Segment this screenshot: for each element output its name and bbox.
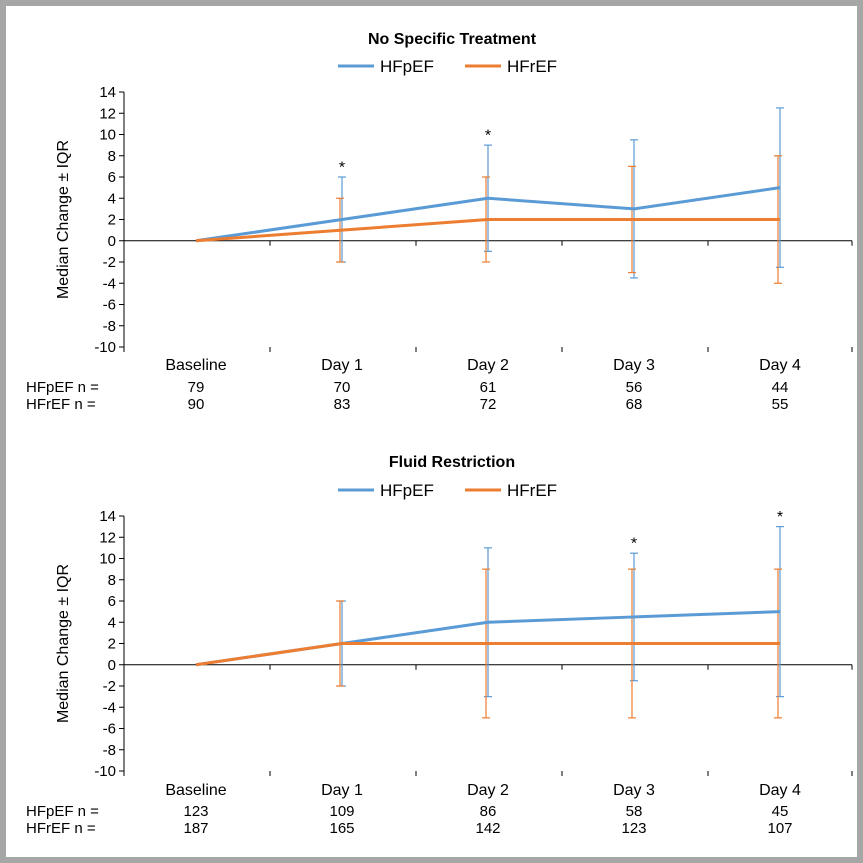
n-value: 68 xyxy=(626,396,643,413)
n-value: 123 xyxy=(621,820,646,837)
y-tick-label: -8 xyxy=(103,742,116,759)
n-value: 61 xyxy=(480,379,497,396)
n-value: 79 xyxy=(188,379,205,396)
y-tick-label: 4 xyxy=(108,190,116,207)
n-value: 107 xyxy=(767,820,792,837)
y-axis-label: Median Change ± IQR xyxy=(55,564,72,723)
y-tick-label: -4 xyxy=(103,275,116,292)
y-tick-label: -8 xyxy=(103,318,116,335)
category-label: Day 4 xyxy=(759,357,801,374)
y-tick-label: 10 xyxy=(99,551,116,568)
y-tick-label: 0 xyxy=(108,233,116,250)
legend-label-hfref: HFrEF xyxy=(507,57,557,76)
significance-marker: * xyxy=(631,536,637,553)
n-row-label: HFrEF n = xyxy=(26,820,96,837)
n-value: 187 xyxy=(183,820,208,837)
n-row-label: HFpEF n = xyxy=(26,803,99,820)
y-tick-label: 14 xyxy=(99,508,116,525)
y-tick-label: 10 xyxy=(99,127,116,144)
n-value: 86 xyxy=(480,803,497,820)
n-value: 142 xyxy=(475,820,500,837)
chart-title: No Specific Treatment xyxy=(368,31,537,48)
n-value: 70 xyxy=(334,379,351,396)
y-tick-label: 12 xyxy=(99,529,116,546)
n-value: 56 xyxy=(626,379,643,396)
y-tick-label: -2 xyxy=(103,678,116,695)
n-value: 83 xyxy=(334,396,351,413)
series-line-hfref xyxy=(195,642,780,667)
y-tick-label: 4 xyxy=(108,614,116,631)
y-tick-label: -6 xyxy=(103,721,116,738)
n-value: 109 xyxy=(329,803,354,820)
category-label: Day 3 xyxy=(613,357,655,374)
n-value: 55 xyxy=(772,396,789,413)
y-tick-label: 14 xyxy=(99,84,116,101)
category-label: Day 2 xyxy=(467,357,509,374)
series-line-hfref xyxy=(195,218,780,243)
category-label: Baseline xyxy=(165,782,226,799)
significance-marker: * xyxy=(777,509,783,526)
n-value: 45 xyxy=(772,803,789,820)
legend-label-hfpef: HFpEF xyxy=(380,481,434,500)
y-tick-label: 0 xyxy=(108,657,116,674)
y-tick-label: 6 xyxy=(108,593,116,610)
y-tick-label: -4 xyxy=(103,699,116,716)
category-label: Day 4 xyxy=(759,782,801,799)
chart-title: Fluid Restriction xyxy=(389,454,515,471)
y-tick-label: 2 xyxy=(108,212,116,229)
legend-label-hfpef: HFpEF xyxy=(380,57,434,76)
n-value: 72 xyxy=(480,396,497,413)
n-value: 58 xyxy=(626,803,643,820)
category-label: Day 1 xyxy=(321,782,363,799)
category-label: Day 1 xyxy=(321,357,363,374)
significance-marker: * xyxy=(485,128,491,145)
n-value: 44 xyxy=(772,379,789,396)
significance-marker: * xyxy=(339,159,345,176)
y-tick-label: 8 xyxy=(108,572,116,589)
y-tick-label: 6 xyxy=(108,169,116,186)
y-tick-label: 2 xyxy=(108,636,116,653)
y-tick-label: -6 xyxy=(103,297,116,314)
n-row-label: HFpEF n = xyxy=(26,379,99,396)
y-tick-label: -10 xyxy=(94,763,116,780)
n-value: 165 xyxy=(329,820,354,837)
n-value: 90 xyxy=(188,396,205,413)
y-axis-label: Median Change ± IQR xyxy=(55,140,72,299)
y-tick-label: 12 xyxy=(99,105,116,122)
legend-label-hfref: HFrEF xyxy=(507,481,557,500)
y-tick-label: 8 xyxy=(108,148,116,165)
n-row-label: HFrEF n = xyxy=(26,396,96,413)
y-tick-label: -10 xyxy=(94,339,116,356)
category-label: Day 3 xyxy=(613,782,655,799)
category-label: Baseline xyxy=(165,357,226,374)
n-value: 123 xyxy=(183,803,208,820)
y-tick-label: -2 xyxy=(103,254,116,271)
series-line-hfpef xyxy=(195,186,781,243)
category-label: Day 2 xyxy=(467,782,509,799)
